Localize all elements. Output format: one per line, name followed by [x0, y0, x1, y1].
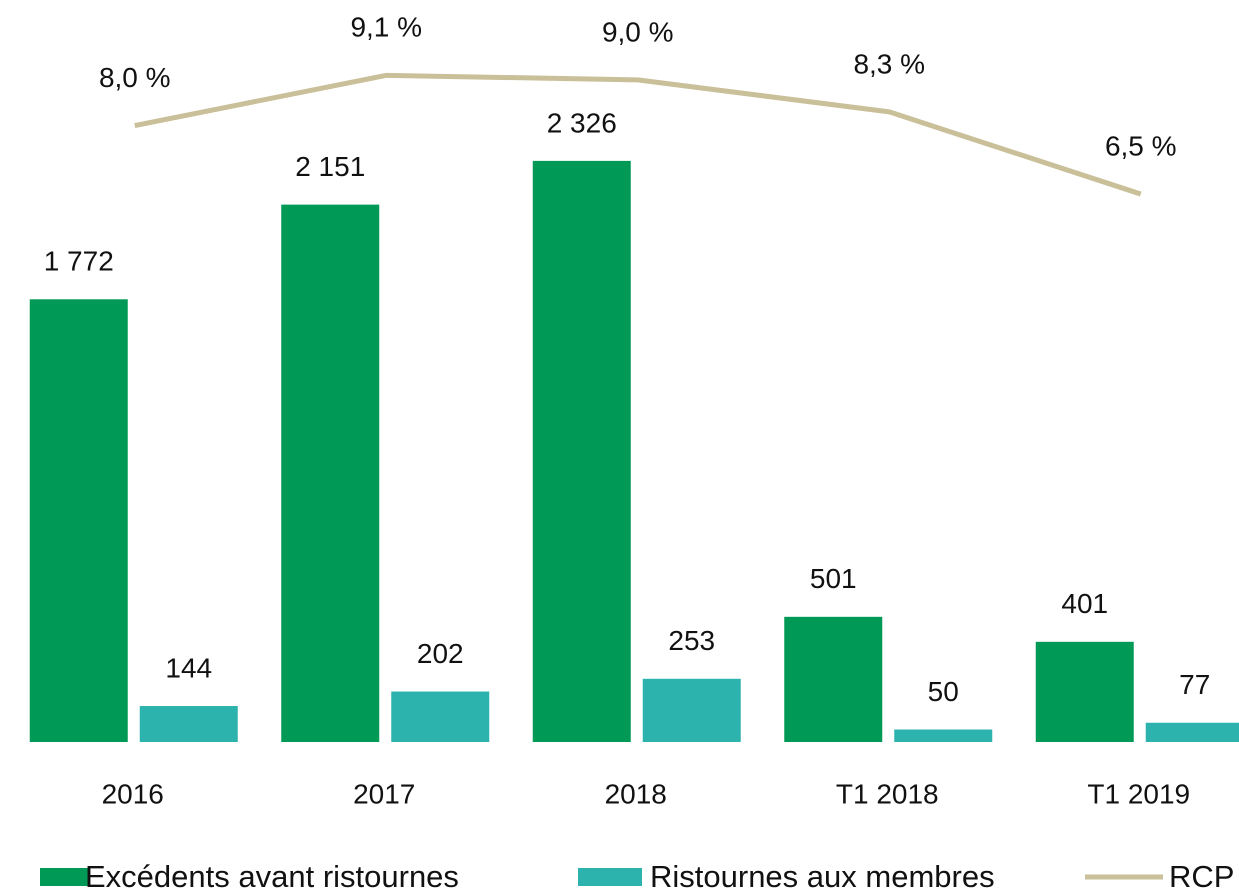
bar: [784, 616, 883, 742]
bar: [532, 160, 631, 742]
bar: [642, 678, 741, 742]
legend-label: Excédents avant ristournes: [85, 859, 459, 894]
x-tick-label: 2017: [353, 778, 415, 809]
bar-value-label: 401: [1061, 588, 1108, 619]
legend-swatch: [578, 868, 642, 886]
legend-label: RCP: [1169, 859, 1234, 894]
bar-value-label: 2 326: [547, 107, 617, 138]
x-tick-label: T1 2018: [836, 778, 939, 809]
bar: [894, 729, 993, 742]
bar: [281, 204, 380, 742]
bar-value-label: 77: [1179, 669, 1210, 700]
bar: [29, 299, 128, 742]
line-value-label: 9,0 %: [602, 16, 674, 47]
bar-value-label: 1 772: [44, 246, 114, 277]
bar-value-label: 202: [417, 638, 464, 669]
bar: [1035, 641, 1134, 742]
line-value-label: 8,3 %: [853, 48, 925, 79]
bar-value-label: 144: [165, 652, 212, 683]
bar-value-label: 2 151: [295, 151, 365, 182]
x-tick-label: 2018: [605, 778, 667, 809]
bar: [391, 691, 490, 742]
legend-swatch: [40, 868, 88, 886]
x-tick-label: 2016: [102, 778, 164, 809]
bar: [1145, 722, 1239, 742]
x-tick-label: T1 2019: [1087, 778, 1190, 809]
line-value-label: 8,0 %: [99, 62, 171, 93]
bar-value-label: 50: [928, 676, 959, 707]
legend-label: Ristournes aux membres: [650, 859, 995, 894]
bar: [139, 706, 238, 742]
bar-value-label: 501: [810, 563, 857, 594]
line-value-label: 9,1 %: [350, 12, 422, 43]
line-value-label: 6,5 %: [1105, 130, 1177, 161]
rcp-line: [134, 72, 1142, 197]
bar-value-label: 253: [668, 625, 715, 656]
